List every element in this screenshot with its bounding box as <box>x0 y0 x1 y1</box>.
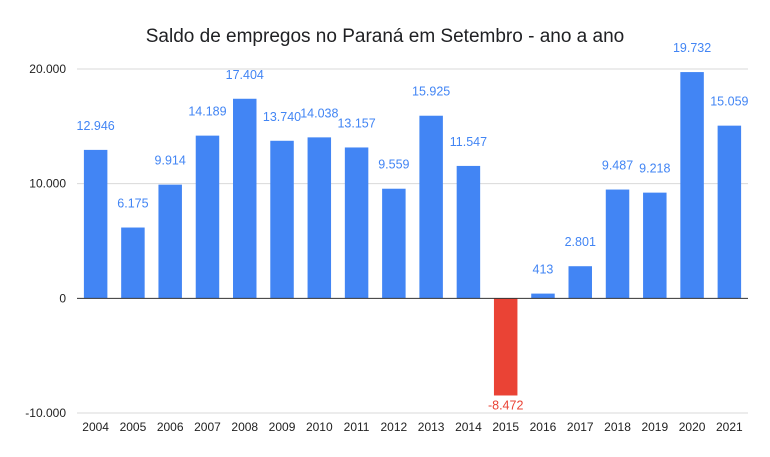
x-tick-label: 2020 <box>679 420 706 434</box>
x-tick-label: 2012 <box>381 420 408 434</box>
x-tick-label: 2017 <box>567 420 594 434</box>
y-tick-label: -10.000 <box>25 406 66 420</box>
y-tick-label: 0 <box>59 291 66 305</box>
x-tick-label: 2016 <box>530 420 557 434</box>
y-tick-label: 20.000 <box>29 62 66 76</box>
data-labels: 12.946 6.175 9.914 14.189 17.404 13.740 14.038… <box>77 41 749 412</box>
bar-2017 <box>568 266 592 299</box>
data-label: 19.732 <box>673 41 711 55</box>
bar-2018 <box>605 189 630 299</box>
data-label: 15.059 <box>710 95 748 109</box>
y-tick-label: 10.000 <box>29 177 66 191</box>
bar-2013 <box>419 115 443 299</box>
bar-2021 <box>717 125 742 299</box>
bar-2006 <box>158 184 182 299</box>
data-label: 9.487 <box>602 159 633 173</box>
x-tick-label: 2015 <box>492 420 519 434</box>
data-label: 9.218 <box>639 162 670 176</box>
x-tick-label: 2010 <box>306 420 333 434</box>
bar-2004 <box>83 149 108 299</box>
x-tick-label: 2009 <box>269 420 296 434</box>
bar-2015 <box>493 298 518 396</box>
bar-2010 <box>307 137 332 299</box>
chart-title: Saldo de empregos no Paraná em Setembro … <box>146 26 624 47</box>
x-tick-label: 2019 <box>641 420 668 434</box>
bars <box>83 72 742 396</box>
x-tick-label: 2013 <box>418 420 445 434</box>
bar-2007 <box>195 135 220 299</box>
bar-2014 <box>456 165 481 299</box>
data-label: 13.157 <box>337 116 375 130</box>
bar-2012 <box>382 188 406 299</box>
x-tick-label: 2021 <box>716 420 743 434</box>
y-axis-ticks: -10.000 0 10.000 20.000 <box>25 62 66 420</box>
x-tick-label: 2014 <box>455 420 482 434</box>
x-tick-label: 2006 <box>157 420 184 434</box>
bar-2009 <box>270 140 294 299</box>
x-tick-label: 2018 <box>604 420 631 434</box>
data-label: -8.472 <box>488 398 523 412</box>
x-axis-ticks: 2004 2005 2006 2007 2008 2009 2010 2011 2012 2013… <box>82 420 743 434</box>
data-label: 2.801 <box>565 235 596 249</box>
data-label: 413 <box>533 263 554 277</box>
data-label: 17.404 <box>226 68 264 82</box>
data-label: 12.946 <box>77 119 115 133</box>
grid-lines <box>77 68 748 414</box>
bar-2005 <box>121 227 145 299</box>
x-tick-label: 2011 <box>344 420 370 434</box>
data-label: 6.175 <box>117 197 148 211</box>
x-tick-label: 2004 <box>82 420 109 434</box>
data-label: 13.740 <box>263 110 301 124</box>
x-tick-label: 2005 <box>120 420 147 434</box>
data-label: 15.925 <box>412 85 450 99</box>
bar-2008 <box>233 98 257 299</box>
data-label: 14.189 <box>188 105 226 119</box>
bar-2011 <box>344 147 369 299</box>
x-tick-label: 2007 <box>194 420 221 434</box>
data-label: 9.559 <box>378 158 409 172</box>
x-tick-label: 2008 <box>231 420 258 434</box>
data-label: 11.547 <box>450 135 487 149</box>
data-label: 14.038 <box>300 106 338 120</box>
bar-2016 <box>531 293 555 299</box>
data-label: 9.914 <box>155 154 186 168</box>
bar-2020 <box>680 72 704 299</box>
bar-2019 <box>643 192 667 299</box>
